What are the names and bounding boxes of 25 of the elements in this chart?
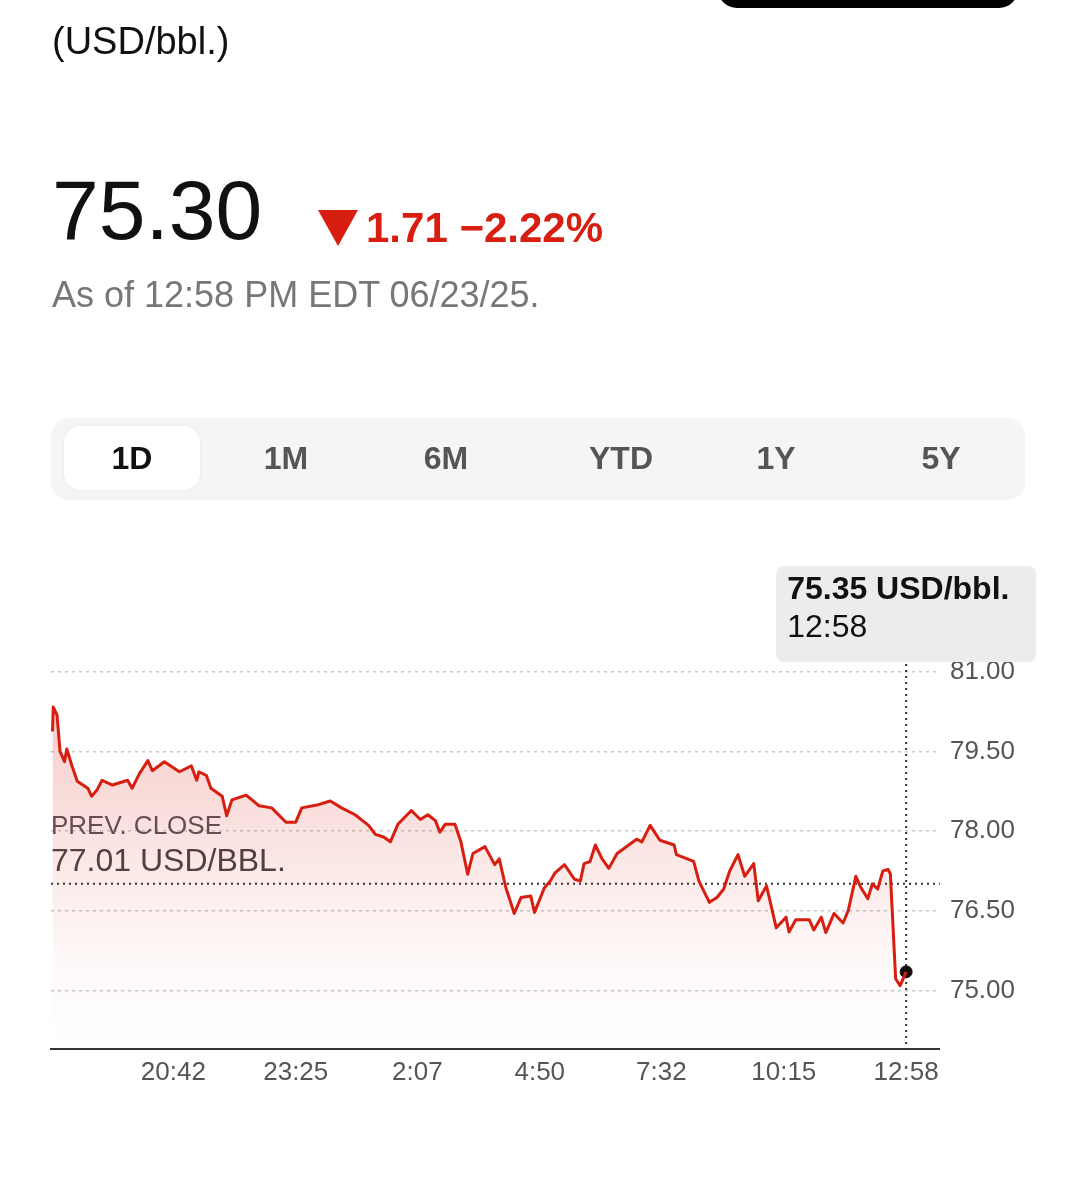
ref-line-label: PREV. CLOSE — [51, 809, 223, 840]
text: 1Y — [755, 439, 797, 478]
y-tick-label: 79.50 — [949, 734, 1016, 765]
text: 1M — [262, 439, 310, 478]
text: 1D — [64, 426, 200, 490]
x-tick-label: 23:25 — [263, 1055, 329, 1086]
x-tick-label: 4:50 — [514, 1055, 566, 1086]
y-tick-label: 78.00 — [949, 814, 1016, 845]
x-tick-label: 20:42 — [140, 1055, 206, 1086]
annotation: 77.01 USD/BBL. — [51, 841, 286, 878]
text: 1.71 −2.22% — [366, 204, 604, 252]
x-tick-label: 12:58 — [873, 1055, 939, 1086]
text: As of 12:58 PM EDT 06/23/25. — [52, 274, 540, 316]
x-tick-label: 2:07 — [392, 1055, 443, 1086]
text: 12:58 — [787, 607, 868, 644]
text: 6M — [422, 439, 470, 478]
text: YTD — [588, 439, 654, 478]
text: 75.30 — [52, 162, 263, 259]
y-tick-label: 75.00 — [949, 973, 1016, 1004]
text: 5Y — [920, 439, 962, 478]
y-tick-label: 76.50 — [949, 893, 1016, 924]
x-tick-label: 7:32 — [636, 1055, 687, 1086]
x-tick-label: 10:15 — [751, 1055, 817, 1086]
text: 75.35 USD/bbl. — [787, 569, 1010, 606]
chart-title: (USD/bbl.) — [52, 20, 230, 63]
